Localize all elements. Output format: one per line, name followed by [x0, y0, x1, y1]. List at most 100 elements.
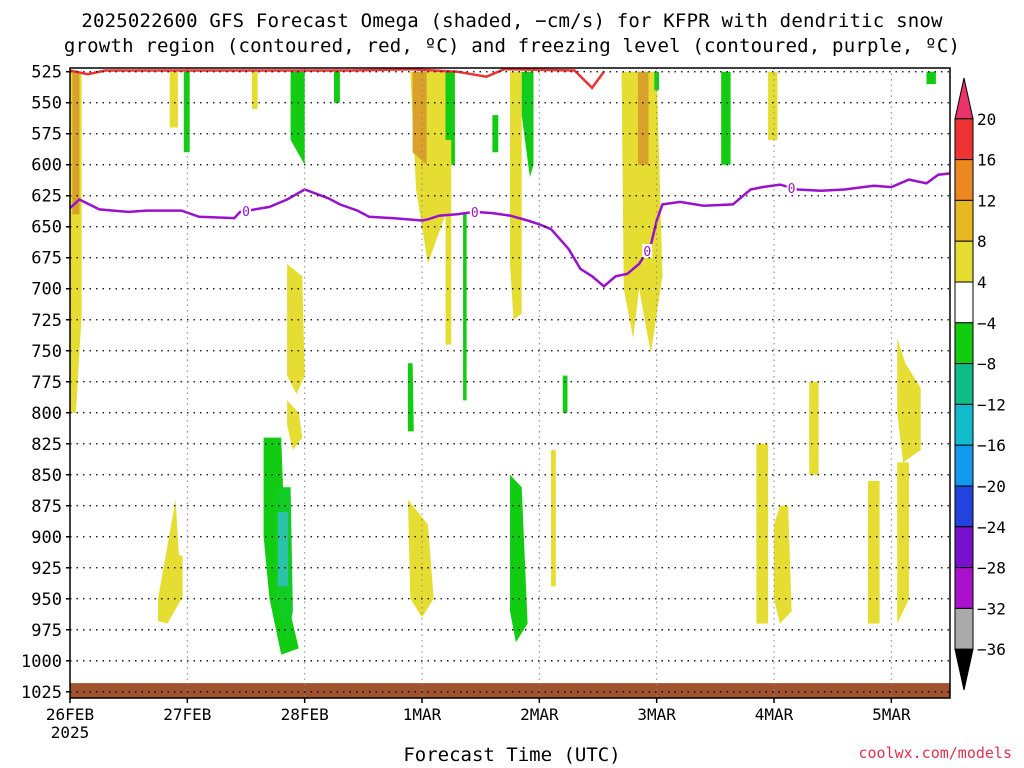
omega-region-31 — [407, 363, 414, 432]
colorbar-swatch — [954, 363, 974, 405]
freezing-label-bg-0 — [241, 203, 251, 218]
omega-region-26 — [287, 400, 303, 450]
x-tick-label: 28FEB — [281, 705, 329, 724]
omega-region-38 — [809, 412, 817, 450]
omega-region-41 — [897, 462, 909, 624]
omega-region-19 — [637, 71, 649, 165]
x-tick-label: 27FEB — [163, 705, 211, 724]
colorbar-level-label: 12 — [977, 191, 996, 210]
omega-region-16 — [524, 71, 532, 134]
freezing-label-bg-2 — [642, 243, 653, 258]
y-tick-label: 625 — [31, 187, 62, 207]
colorbar-level-label: 4 — [977, 273, 987, 292]
y-tick-label: 725 — [31, 311, 62, 331]
y-tick-label: 700 — [31, 280, 62, 300]
y-tick-label: 825 — [31, 435, 62, 455]
colorbar-level-label: −16 — [977, 436, 1006, 455]
omega-region-23 — [926, 71, 936, 85]
omega-region-2 — [169, 71, 178, 128]
freezing-level-label: 0 — [242, 205, 250, 220]
omega-region-7 — [334, 71, 340, 103]
omega-region-35 — [756, 443, 769, 624]
colorbar-level-label: −28 — [977, 559, 1006, 578]
colorbar-level-label: −12 — [977, 395, 1006, 414]
y-tick-label: 1000 — [21, 652, 62, 672]
credit-label: coolwx.com/models — [858, 744, 1012, 762]
y-tick-label: 750 — [31, 342, 62, 362]
omega-region-24 — [158, 499, 182, 624]
x-tick-label: 5MAR — [872, 705, 911, 724]
colorbar-swatch — [954, 281, 974, 324]
x-year-label: 2025 — [51, 723, 90, 742]
colorbar-swatch — [954, 444, 974, 487]
omega-region-39 — [867, 481, 880, 624]
axes: 525 550 575 600 625 650 675 700 725 750 775 800 825 8… — [21, 63, 951, 742]
dgz-contour-line — [69, 67, 605, 90]
colorbar: 20 16 12 8 4 −4 −8 −12 −16 −20 −24 −28 −32 −36 — [954, 77, 1006, 691]
colorbar-level-label: −4 — [977, 314, 996, 333]
colorbar-swatch — [954, 403, 974, 446]
freezing-level-label: 0 — [643, 245, 651, 260]
y-tick-label: 800 — [31, 404, 62, 424]
omega-region-40 — [897, 338, 921, 463]
freezing-label-bg-3 — [786, 180, 797, 195]
y-tick-label: 900 — [31, 528, 62, 548]
y-tick-label: 600 — [31, 156, 62, 176]
omega-region-25 — [177, 555, 183, 599]
colorbar-swatch — [954, 567, 974, 609]
omega-region-12 — [445, 139, 452, 345]
omega-region-34 — [562, 375, 568, 413]
omega-region-4 — [183, 71, 190, 153]
y-tick-label: 675 — [31, 249, 62, 269]
freezing-label-bg-1 — [469, 204, 480, 219]
omega-region-6 — [287, 263, 305, 395]
x-tick-label: 3MAR — [637, 705, 676, 724]
y-tick-label: 950 — [31, 590, 62, 610]
surface-strip — [70, 683, 950, 698]
y-tick-label: 925 — [31, 559, 62, 579]
omega-region-13 — [492, 115, 499, 153]
y-tick-label: 850 — [31, 466, 62, 486]
omega-region-29 — [277, 512, 289, 587]
colorbar-swatch — [954, 485, 974, 528]
omega-region-3 — [251, 71, 258, 109]
x-tick-label: 2MAR — [520, 705, 559, 724]
colorbar-level-label: 20 — [977, 110, 996, 129]
colorbar-swatch — [954, 159, 974, 201]
y-tick-label: 550 — [31, 94, 62, 114]
omega-region-17 — [621, 71, 640, 339]
chart-title-line2: growth region (contoured, red, ºC) and f… — [63, 35, 961, 57]
colorbar-level-label: −8 — [977, 355, 996, 374]
omega-region-11 — [463, 214, 467, 401]
y-tick-label: 525 — [31, 63, 62, 83]
omega-region-9 — [412, 71, 427, 165]
colorbar-level-label: −36 — [977, 640, 1006, 659]
colorbar-swatch — [954, 526, 974, 569]
x-axis-title: Forecast Time (UTC) — [403, 744, 621, 766]
omega-region-1 — [72, 71, 80, 215]
y-tick-label: 575 — [31, 125, 62, 145]
omega-region-36 — [774, 505, 792, 624]
plot-frame — [69, 67, 951, 699]
y-tick-label: 775 — [31, 373, 62, 393]
chart-title-line1: 2025022600 GFS Forecast Omega (shaded, −… — [81, 10, 943, 32]
y-tick-label: 1025 — [21, 683, 62, 703]
omega-region-33 — [551, 450, 556, 587]
colorbar-bottom-arrow — [954, 648, 974, 691]
x-tick-label: 26FEB — [46, 705, 94, 724]
omega-region-32 — [510, 474, 528, 643]
plot-area: 0 0 0 0 — [69, 67, 951, 698]
colorbar-swatch — [954, 322, 974, 365]
freezing-level-label: 0 — [788, 182, 796, 197]
colorbar-swatch — [954, 118, 974, 161]
x-tick-label: 4MAR — [755, 705, 794, 724]
omega-region-22 — [768, 71, 778, 140]
omega-region-20 — [654, 71, 659, 91]
colorbar-swatch — [954, 199, 974, 242]
x-tick-label: 1MAR — [403, 705, 442, 724]
colorbar-level-label: 16 — [977, 151, 996, 170]
colorbar-swatch — [954, 607, 974, 650]
colorbar-level-label: −20 — [977, 477, 1006, 496]
freezing-level-label: 0 — [471, 206, 479, 221]
